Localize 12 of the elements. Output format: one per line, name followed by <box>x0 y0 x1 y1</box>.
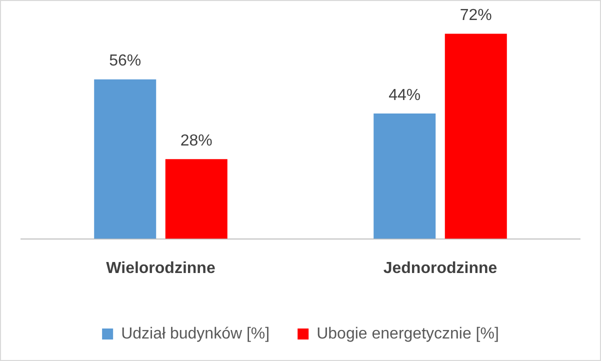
bar <box>94 79 156 239</box>
data-label: 72% <box>460 7 492 24</box>
data-label: 44% <box>388 86 421 104</box>
x-tick-label: Jednorodzinne <box>383 260 498 277</box>
data-label: 56% <box>109 52 142 70</box>
x-tick-label: Wielorodzinne <box>106 260 216 277</box>
bar <box>165 159 228 239</box>
data-label: 28% <box>180 132 212 150</box>
legend-label: Udział budynków [%] <box>121 325 270 342</box>
legend-label: Ubogie energetycznie [%] <box>316 325 499 342</box>
bar <box>444 34 507 239</box>
bar <box>374 114 436 239</box>
